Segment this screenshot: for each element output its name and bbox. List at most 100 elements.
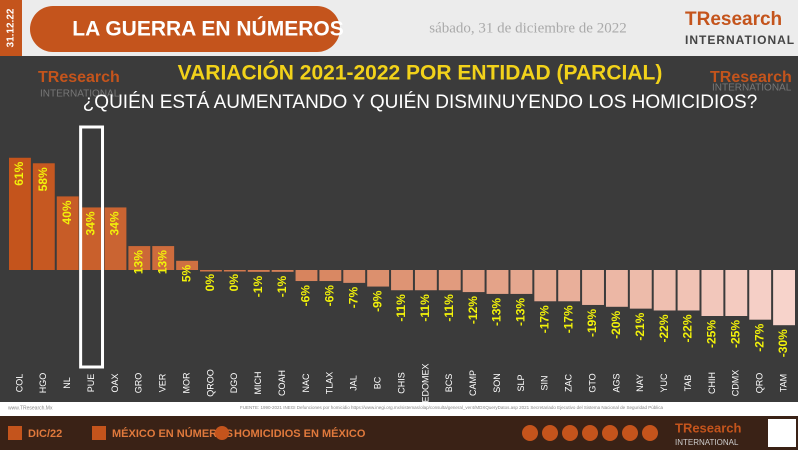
bar <box>319 270 342 282</box>
bar <box>486 270 509 294</box>
value-label: 58% <box>36 167 50 191</box>
bar <box>414 270 437 291</box>
value-label: -30% <box>776 329 790 357</box>
value-label: -12% <box>466 296 480 324</box>
brand-sub: INTERNATIONAL <box>712 83 792 94</box>
footer-source: FUENTE: 1990-2021 INEGI Defunciones por … <box>240 405 663 410</box>
x-tick-label: GTO <box>587 373 597 392</box>
x-tick-label: CDMX <box>731 370 741 397</box>
bar <box>104 207 127 270</box>
footer-site: www.TResearch.Mx <box>8 405 53 411</box>
x-tick-label: HGO <box>38 373 48 394</box>
bar <box>152 246 175 270</box>
value-label: -19% <box>585 309 599 337</box>
value-label: -25% <box>728 320 742 348</box>
map-icon <box>92 426 106 440</box>
x-tick-label: DGO <box>229 373 239 394</box>
value-label: -11% <box>442 294 456 322</box>
value-label: -25% <box>705 320 719 348</box>
value-label: -9% <box>370 290 384 312</box>
bar <box>725 270 748 316</box>
bar <box>462 270 485 293</box>
x-tick-label: JAL <box>349 375 359 391</box>
footer-item: HOMICIDIOS EN MÉXICO <box>234 427 366 440</box>
bar <box>582 270 604 305</box>
bar <box>749 270 772 320</box>
bar <box>176 260 199 270</box>
x-tick-label: SLP <box>516 374 526 391</box>
value-label: 34% <box>84 211 98 235</box>
value-label: -1% <box>251 276 265 298</box>
bar <box>247 270 270 272</box>
bar <box>343 270 366 283</box>
bar <box>534 270 557 302</box>
x-tick-label: COL <box>14 374 24 393</box>
x-tick-label: CHIH <box>707 372 717 394</box>
value-label: 61% <box>12 161 26 185</box>
brand-sub: INTERNATIONAL <box>685 33 795 47</box>
bar <box>510 270 533 294</box>
date-badge: 31.12.22 <box>6 8 17 47</box>
bar <box>223 270 246 272</box>
x-tick-label: CAMP <box>468 370 478 396</box>
value-label: 5% <box>179 264 193 282</box>
x-tick-label: TAM <box>778 374 788 392</box>
value-label: 0% <box>203 274 217 292</box>
x-tick-label: AGS <box>611 373 621 392</box>
x-tick-label: SIN <box>540 375 550 390</box>
x-tick-label: MICH <box>253 372 263 395</box>
calendar-icon <box>8 426 22 440</box>
value-label: -7% <box>346 287 360 309</box>
bar <box>605 270 628 307</box>
x-tick-label: CHIS <box>396 372 406 394</box>
footer-item: MÉXICO EN NÚMEROS <box>112 427 233 440</box>
brand: TResearch <box>38 69 120 86</box>
bar <box>32 163 55 270</box>
x-tick-label: OAX <box>110 373 120 392</box>
value-label: -21% <box>633 312 647 340</box>
bar <box>653 270 676 311</box>
value-label: 34% <box>108 211 122 235</box>
bar <box>438 270 461 291</box>
qr-code <box>768 419 796 447</box>
x-tick-label: YUC <box>659 373 669 393</box>
bar <box>9 157 31 270</box>
highlight-box <box>79 125 105 369</box>
bar <box>367 270 390 287</box>
section-pill <box>30 6 340 52</box>
value-label: -11% <box>418 294 432 322</box>
bar <box>80 207 103 270</box>
value-label: 13% <box>155 250 169 274</box>
bottom-bar <box>0 416 798 450</box>
value-label: -20% <box>609 310 623 338</box>
value-label: -17% <box>537 305 551 333</box>
bar <box>56 196 79 270</box>
value-label: -27% <box>752 323 766 351</box>
value-label: 13% <box>132 250 146 274</box>
value-label: -1% <box>275 276 289 298</box>
x-tick-label: BC <box>372 376 382 389</box>
x-tick-label: QROO <box>205 369 215 397</box>
x-tick-label: COAH <box>277 370 287 396</box>
x-tick-label: VER <box>158 373 168 392</box>
x-tick-label: TAB <box>683 375 693 392</box>
bar <box>629 270 652 309</box>
bar <box>558 270 581 302</box>
bar <box>200 270 222 272</box>
value-label: -13% <box>490 298 504 326</box>
icon <box>215 426 229 440</box>
bar <box>773 270 795 326</box>
value-label: -6% <box>299 285 313 307</box>
value-label: -13% <box>514 298 528 326</box>
header-date: sábado, 31 de diciembre de 2022 <box>429 20 626 36</box>
value-label: -22% <box>681 314 695 342</box>
bar <box>677 270 700 311</box>
x-tick-label: NAY <box>635 374 645 392</box>
value-label: -22% <box>657 314 671 342</box>
bar <box>701 270 724 316</box>
bar <box>295 270 318 282</box>
value-label: 0% <box>227 274 241 292</box>
brand: TResearch <box>710 69 792 86</box>
chart-bg <box>0 56 798 402</box>
x-tick-label: ZAC <box>564 373 574 392</box>
